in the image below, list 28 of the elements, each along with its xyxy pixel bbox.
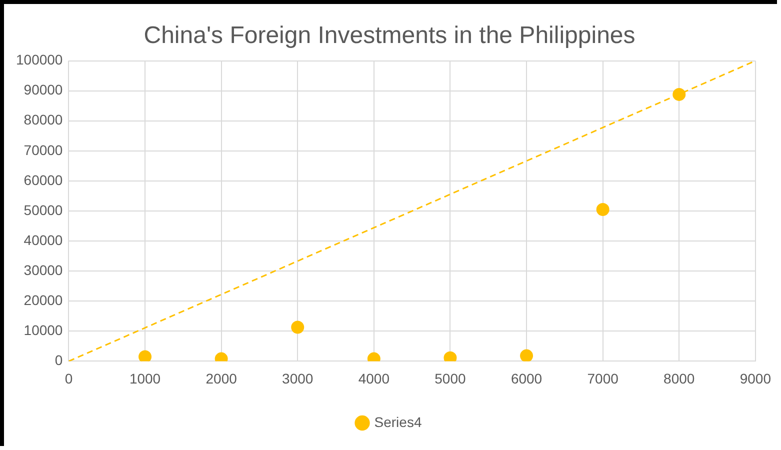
- point: [138, 350, 152, 362]
- x-tick-label: 5000: [434, 370, 466, 386]
- point: [291, 320, 304, 334]
- x-tick-label: 8000: [664, 370, 695, 386]
- x-tick-label: 3000: [282, 370, 314, 386]
- x-tick-label: 1000: [129, 370, 161, 386]
- x-tick-label: 9000: [740, 370, 772, 386]
- y-tick-label: 10000: [24, 322, 63, 338]
- y-tick-label: 30000: [24, 262, 63, 278]
- x-tick-label: 4000: [358, 370, 390, 386]
- y-tick-label: 40000: [24, 232, 63, 248]
- x-tick-label: 6000: [510, 370, 542, 386]
- y-tick-label: 60000: [24, 172, 63, 188]
- x-tick-label: 0: [64, 370, 73, 386]
- point: [520, 349, 534, 362]
- y-tick-label: 100000: [16, 52, 63, 68]
- chart-title: China's Foreign Investments in the Philippines: [144, 22, 636, 50]
- point: [672, 88, 686, 101]
- y-tick-label: 80000: [24, 112, 63, 128]
- y-tick-label: 20000: [24, 292, 63, 308]
- x-tick-label: 2000: [206, 370, 238, 386]
- y-tick-label: 70000: [24, 142, 63, 158]
- y-tick-label: 90000: [24, 82, 63, 98]
- x-tick-label: 7000: [587, 370, 619, 386]
- y-tick-label: 50000: [24, 202, 63, 218]
- point: [596, 203, 610, 216]
- legend-label: Series4: [374, 414, 422, 430]
- y-tick-label: 0: [54, 352, 63, 368]
